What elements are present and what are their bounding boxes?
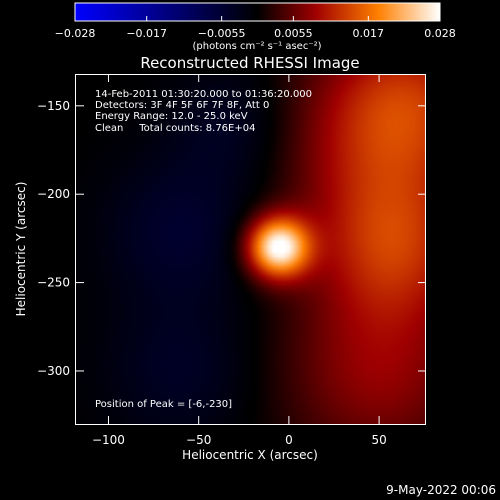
- x-axis-tick-labels: −100 −50 0 50: [92, 433, 387, 447]
- colorbar: −0.028 −0.017 −0.0055 0.0055 0.017 0.028 (pho…: [55, 2, 456, 52]
- y-axis-ticks: [76, 105, 426, 372]
- annotation-energy-range: Energy Range: 12.0 - 25.0 keV: [95, 111, 248, 122]
- colorbar-unit-label: (photons cm⁻² s⁻¹ asec⁻²): [192, 41, 321, 52]
- x-tick-label: 50: [371, 433, 386, 447]
- x-tick-label: 0: [285, 433, 293, 447]
- colorbar-tick-label: 0.0055: [274, 27, 313, 40]
- colorbar-tick-labels: −0.028 −0.017 −0.0055 0.0055 0.017 0.028: [55, 27, 456, 40]
- colorbar-gradient: [74, 2, 441, 22]
- x-axis-ticks: [107, 74, 380, 424]
- annotation-detectors: Detectors: 3F 4F 5F 6F 7F 8F, Att 0: [95, 100, 269, 111]
- x-tick-label: −50: [186, 433, 211, 447]
- observation-info: 14-Feb-2011 01:30:20.000 to 01:36:20.000…: [95, 89, 312, 134]
- annotation-time-range: 14-Feb-2011 01:30:20.000 to 01:36:20.000: [95, 89, 312, 100]
- x-tick-label: −100: [92, 433, 125, 447]
- colorbar-tick-label: 0.017: [353, 27, 385, 40]
- colorbar-tick-label: −0.017: [126, 27, 167, 40]
- y-tick-label: −250: [37, 276, 70, 290]
- colorbar-ticks: [74, 16, 441, 21]
- y-tick-label: −200: [37, 187, 70, 201]
- annotation-clean-counts: Clean Total counts: 8.76E+04: [95, 123, 255, 134]
- colorbar-tick-label: −0.0055: [198, 27, 246, 40]
- y-axis-tick-labels: −150 −200 −250 −300: [37, 99, 70, 378]
- y-tick-label: −300: [37, 364, 70, 378]
- footer-date: 9-May-2022 00:06: [386, 483, 496, 497]
- heatmap-image: [76, 74, 426, 424]
- peak-position-label: Position of Peak = [-6,-230]: [95, 399, 232, 410]
- chart-title: Reconstructed RHESSI Image: [140, 54, 359, 72]
- colorbar-tick-label: 0.028: [424, 27, 456, 40]
- plot-area: −100 −50 0 50 −150 −200 −250 −300 14-Feb-2011 …: [37, 74, 426, 447]
- x-axis-label: Heliocentric X (arcsec): [182, 448, 318, 462]
- colorbar-tick-label: −0.028: [55, 27, 96, 40]
- plot-frame: [75, 74, 426, 425]
- y-axis-label: Heliocentric Y (arcsec): [14, 182, 28, 317]
- y-tick-label: −150: [37, 99, 70, 113]
